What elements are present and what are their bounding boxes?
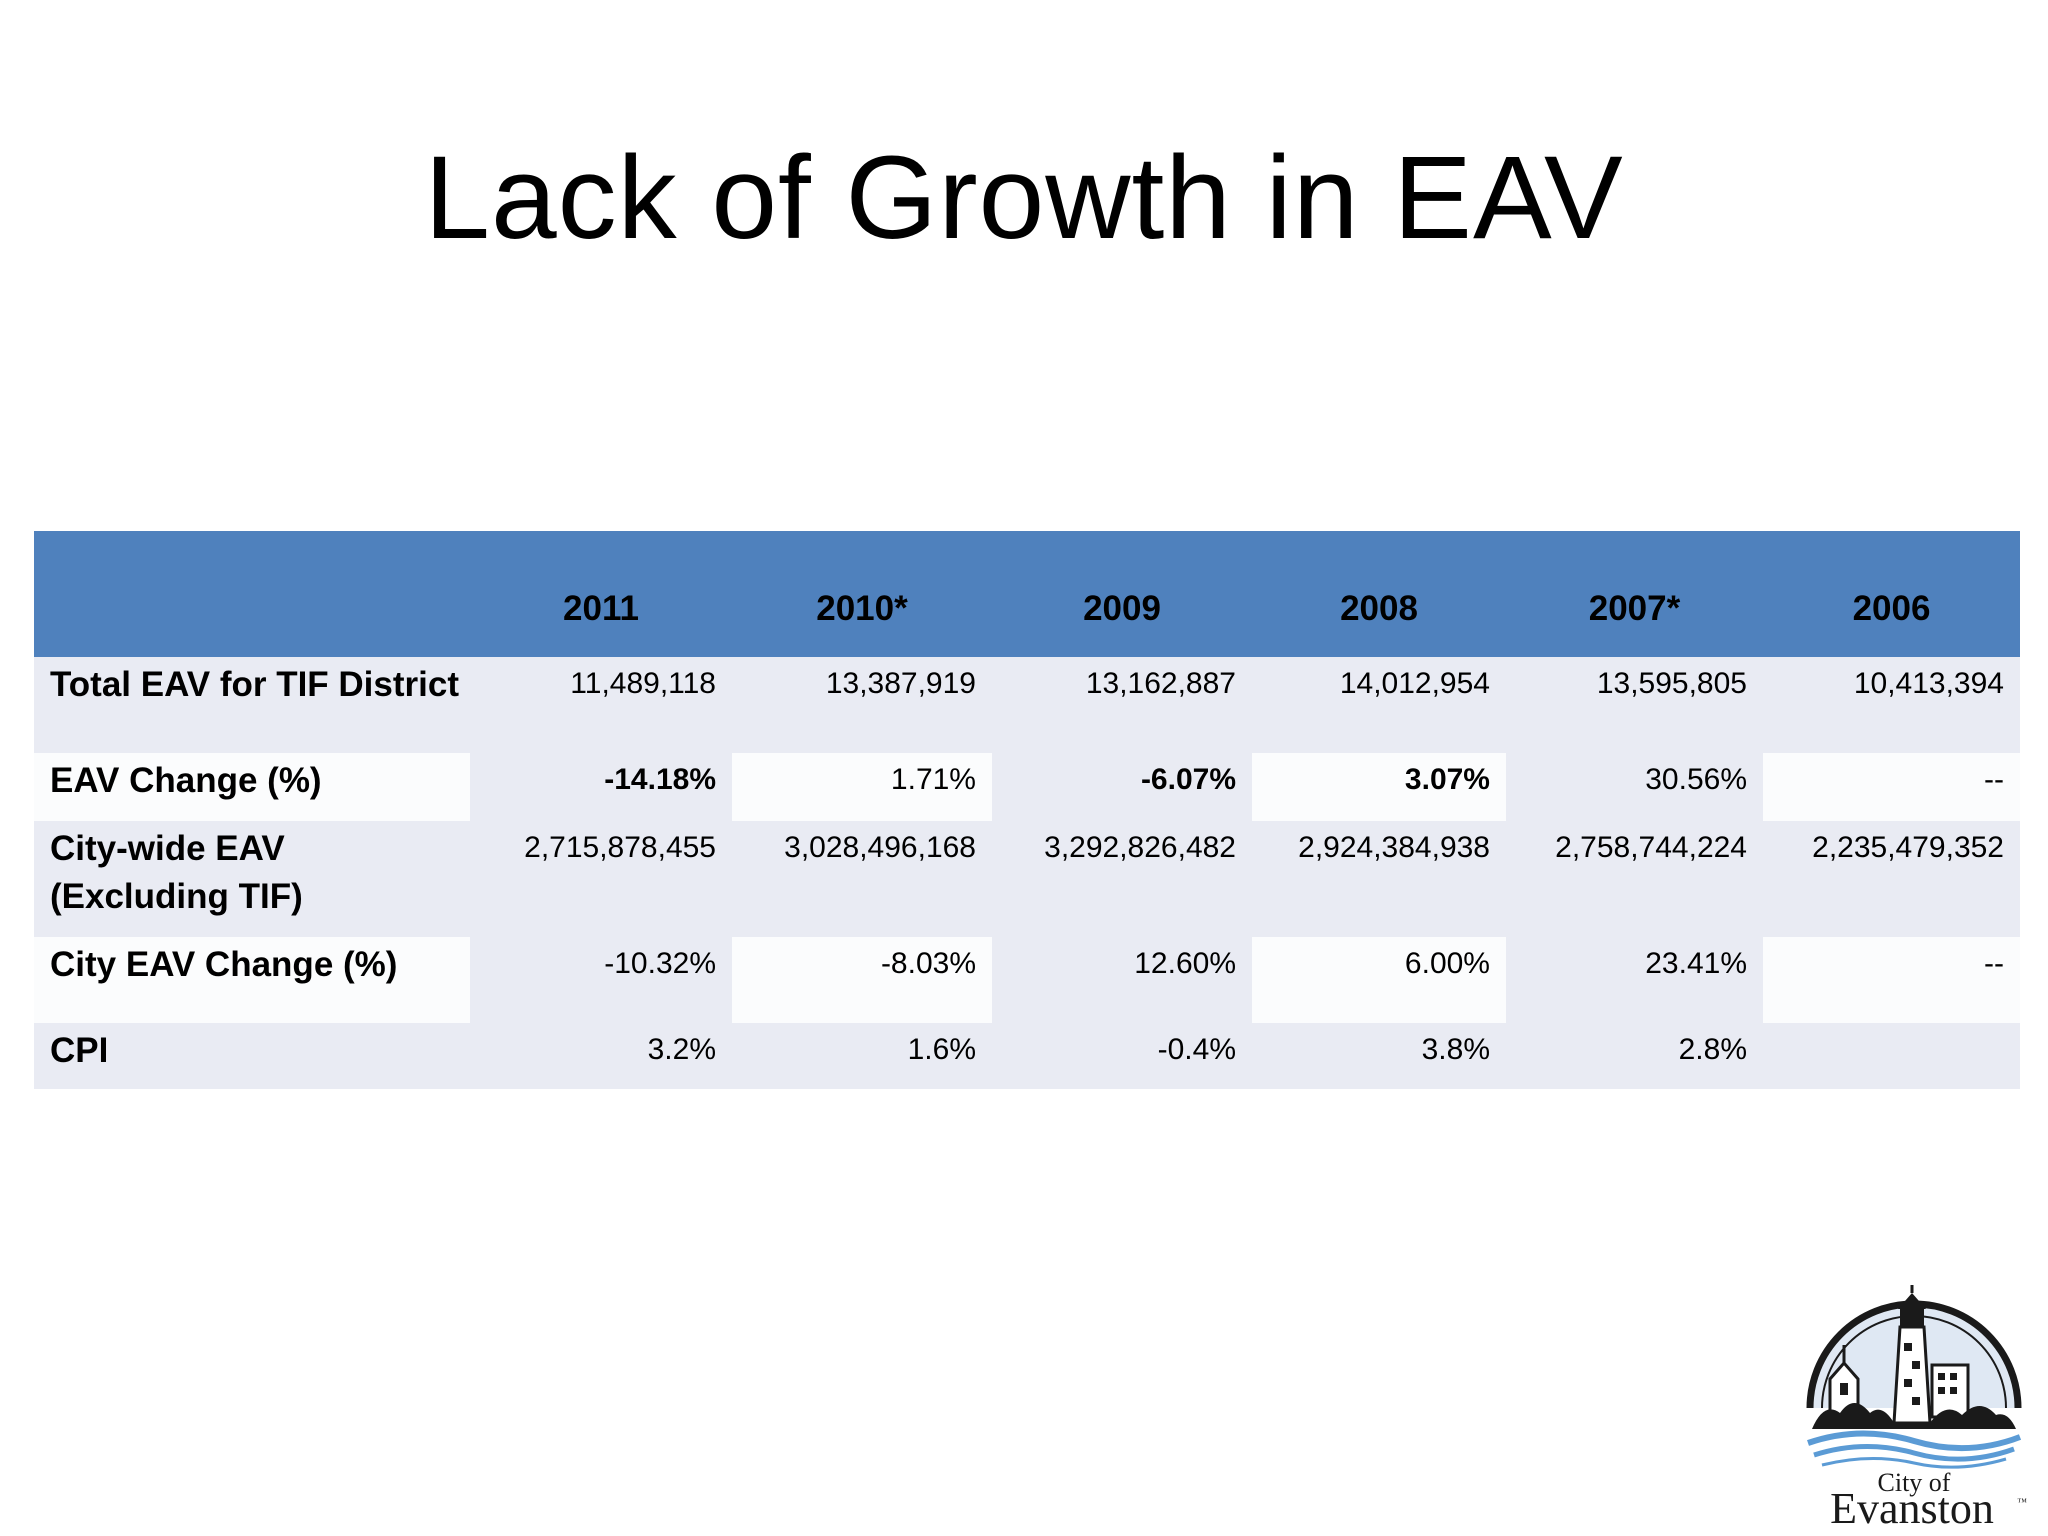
table-cell: 3.8% [1252,1023,1506,1089]
table-cell: -0.4% [992,1023,1252,1089]
table-cell: 2,235,479,352 [1763,821,2020,937]
table-cell: 3.07% [1252,753,1506,821]
table-cell: -10.32% [470,937,732,1023]
table-header-row: 2011 2010* 2009 2008 2007* 2006 [34,531,2020,657]
table-cell: 23.41% [1506,937,1763,1023]
table-cell: 10,413,394 [1763,657,2020,753]
header-cell-2009: 2009 [1083,589,1161,628]
logo-trademark: ™ [2017,1497,2027,1508]
table-cell: 1.6% [732,1023,992,1089]
logo-line2: Evanston [1830,1484,1994,1528]
row-label: City-wide EAV (Excluding TIF) [34,821,470,937]
table-cell: 2,924,384,938 [1252,821,1506,937]
eav-table: 2011 2010* 2009 2008 2007* 2006 Total EA… [34,531,2020,1089]
table-cell: -- [1763,937,2020,1023]
header-cell-2008: 2008 [1340,589,1418,628]
table-row-eav-change: EAV Change (%) -14.18% 1.71% -6.07% 3.07… [34,753,2020,821]
logo-line1: City of [1878,1468,1951,1497]
table-row-city-eav-change: City EAV Change (%) -10.32% -8.03% 12.60… [34,937,2020,1023]
header-cell-2011: 2011 [563,589,639,628]
table-cell: -6.07% [992,753,1252,821]
table-cell: 11,489,118 [470,657,732,753]
table-cell: 3,292,826,482 [992,821,1252,937]
table-row-total-eav-tif: Total EAV for TIF District 11,489,118 13… [34,657,2020,753]
table-cell [1763,1023,2020,1089]
header-cell-2007: 2007* [1588,589,1681,628]
table-cell: 13,387,919 [732,657,992,753]
table-cell: 13,162,887 [992,657,1252,753]
city-of-evanston-logo: City of Evanston ™ [1800,1283,2028,1533]
table-cell: -- [1763,753,2020,821]
row-label: Total EAV for TIF District [34,657,470,753]
row-label: CPI [34,1023,470,1089]
table-cell: 3.2% [470,1023,732,1089]
table-cell: 2,715,878,455 [470,821,732,937]
header-cell-2010: 2010* [816,589,908,628]
table-cell: 1.71% [732,753,992,821]
table-cell: 3,028,496,168 [732,821,992,937]
table-cell: 6.00% [1252,937,1506,1023]
table-cell: 30.56% [1506,753,1763,821]
slide-title: Lack of Growth in EAV [424,132,1624,264]
header-cell-empty [34,531,470,657]
table-cell: 12.60% [992,937,1252,1023]
table-cell: 13,595,805 [1506,657,1763,753]
table-cell: 2,758,744,224 [1506,821,1763,937]
row-label: EAV Change (%) [34,753,470,821]
row-label: City EAV Change (%) [34,937,470,1023]
table-row-cpi: CPI 3.2% 1.6% -0.4% 3.8% 2.8% [34,1023,2020,1089]
table-cell: 14,012,954 [1252,657,1506,753]
table-row-city-wide-eav: City-wide EAV (Excluding TIF) 2,715,878,… [34,821,2020,937]
header-cell-2006: 2006 [1852,589,1931,628]
table-cell: -14.18% [470,753,732,821]
table-cell: -8.03% [732,937,992,1023]
table-cell: 2.8% [1506,1023,1763,1089]
